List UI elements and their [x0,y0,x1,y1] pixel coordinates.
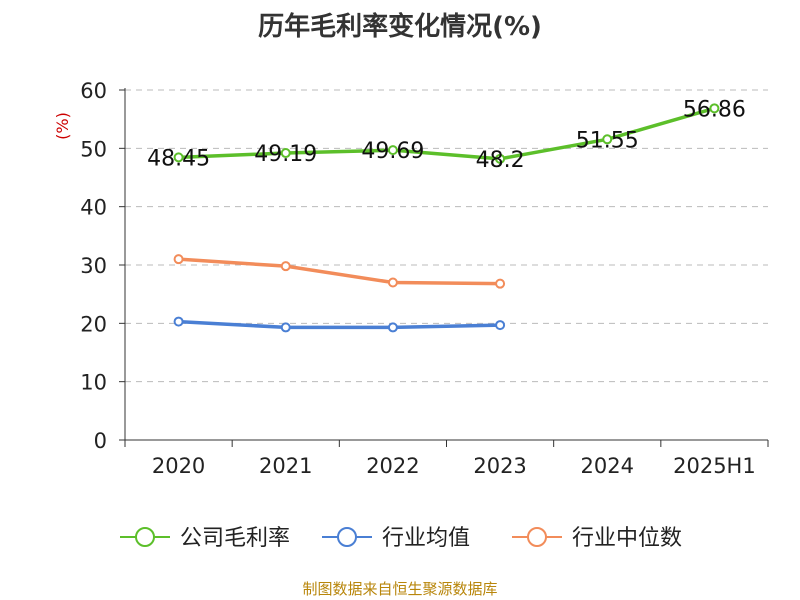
y-tick-label: 60 [80,79,107,103]
data-label: 49.69 [361,139,424,164]
y-tick-label: 10 [80,371,107,395]
data-point [173,254,184,265]
legend-marker [337,527,357,547]
data-point [495,320,506,331]
data-point [173,152,184,163]
y-tick-label: 50 [80,137,107,161]
data-point [173,316,184,327]
data-label: 49.19 [254,142,317,167]
series-line [176,257,502,286]
data-point [280,322,291,333]
x-tick-label: 2023 [473,454,526,478]
axes: 0 10 20 30 40 50 60 2020 2021 2022 2023 2024 2025H1 (… [53,79,769,478]
series-layer [173,103,720,333]
data-point [280,261,291,272]
data-point [602,134,613,145]
data-label: 51.55 [576,128,639,153]
data-label: 48.45 [147,146,210,171]
legend-marker [527,527,547,547]
x-tick-label: 2021 [259,454,312,478]
y-tick-label: 20 [80,312,107,336]
source-note: 制图数据来自恒生聚源数据库 [302,580,498,598]
legend: 公司毛利率 行业均值 行业中位数 [120,526,682,551]
legend-marker [135,527,155,547]
y-tick-label: 0 [94,429,107,453]
chart-title: 历年毛利率变化情况(%) [258,12,542,42]
data-label: 56.86 [683,97,746,122]
y-tick-label: 40 [80,196,107,220]
series-line [176,319,502,330]
data-point [387,145,398,156]
legend-label: 行业中位数 [572,526,682,551]
x-tick-label: 2020 [152,454,205,478]
y-axis-unit-label: (%) [53,112,72,140]
series-line [176,106,717,161]
data-point [280,148,291,159]
grid-lines [125,89,768,383]
data-label: 48.2 [476,148,525,173]
data-labels: 48.45 49.19 49.69 48.2 51.55 56.86 [147,97,746,173]
data-point [495,278,506,289]
y-tick-label: 30 [80,254,107,278]
legend-label: 公司毛利率 [180,526,290,551]
x-tick-label: 2025H1 [673,454,756,478]
x-tick-label: 2022 [366,454,419,478]
data-point [709,103,720,114]
data-point [387,322,398,333]
data-point [495,153,506,164]
legend-label: 行业均值 [382,526,470,551]
x-tick-label: 2024 [581,454,634,478]
data-point [387,277,398,288]
